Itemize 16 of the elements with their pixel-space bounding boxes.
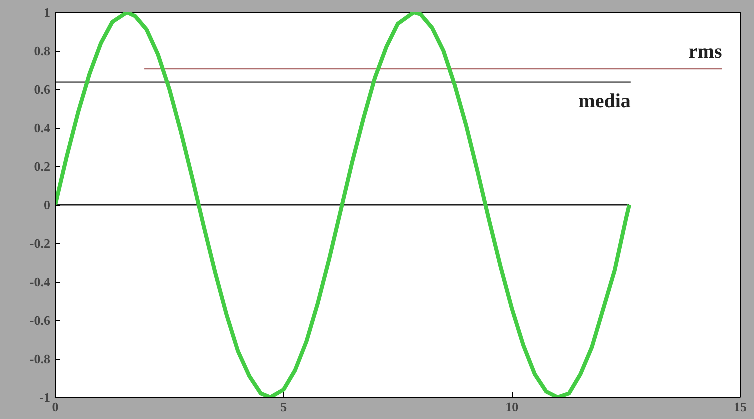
- y-tick-label: 0.4: [34, 120, 51, 136]
- y-tick-label: 0.2: [34, 159, 50, 174]
- y-tick-label: 1: [44, 5, 50, 20]
- y-tick-label: -1: [40, 390, 51, 405]
- y-tick-label: -0.2: [30, 236, 51, 251]
- x-tick-label: 15: [734, 400, 748, 414]
- x-tick-label: 5: [280, 400, 288, 414]
- series-label: rms: [688, 40, 722, 63]
- y-tick-label: -0.4: [30, 274, 51, 290]
- y-tick-label: 0.6: [34, 82, 51, 97]
- y-tick-label: -0.8: [30, 352, 51, 366]
- y-tick-label: 0: [44, 198, 50, 212]
- y-tick-label: 0.8: [34, 44, 51, 58]
- series-label: media: [578, 90, 631, 112]
- x-tick-label: 10: [506, 400, 519, 414]
- y-tick-label: -0.6: [30, 313, 51, 328]
